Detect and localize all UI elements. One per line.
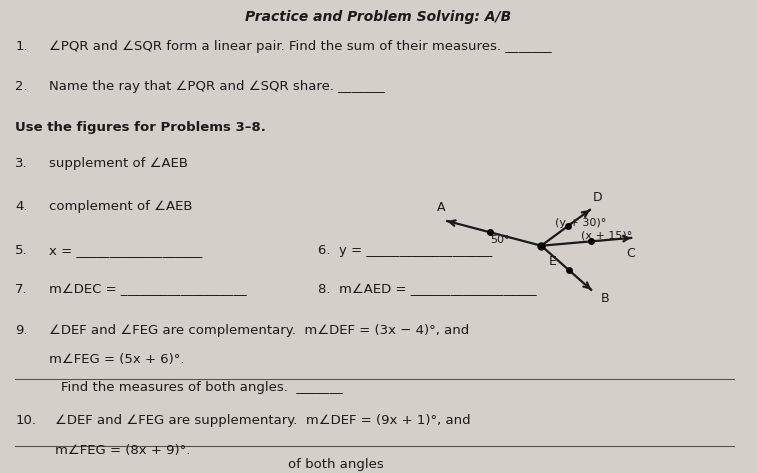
Text: 8.  m∠AED = ___________________: 8. m∠AED = ___________________ bbox=[318, 283, 537, 296]
Text: supplement of ∠AEB: supplement of ∠AEB bbox=[49, 157, 188, 170]
Text: (y + 30)°: (y + 30)° bbox=[555, 218, 606, 228]
Text: 5.: 5. bbox=[15, 244, 28, 257]
Text: m∠FEG = (8x + 9)°.: m∠FEG = (8x + 9)°. bbox=[55, 444, 190, 456]
Text: Find the measures of both angles.  _______: Find the measures of both angles. ______… bbox=[61, 381, 342, 394]
Text: 7.: 7. bbox=[15, 283, 28, 296]
Text: 4.: 4. bbox=[15, 200, 28, 213]
Text: m∠FEG = (5x + 6)°.: m∠FEG = (5x + 6)°. bbox=[49, 353, 185, 367]
Text: Practice and Problem Solving: A/B: Practice and Problem Solving: A/B bbox=[245, 10, 512, 24]
Text: A: A bbox=[437, 201, 445, 214]
Text: ∠DEF and ∠FEG are supplementary.  m∠DEF = (9x + 1)°, and: ∠DEF and ∠FEG are supplementary. m∠DEF =… bbox=[55, 414, 470, 427]
Text: 1.: 1. bbox=[15, 40, 28, 53]
Text: m∠DEC = ___________________: m∠DEC = ___________________ bbox=[49, 283, 247, 296]
Text: ∠PQR and ∠SQR form a linear pair. Find the sum of their measures. _______: ∠PQR and ∠SQR form a linear pair. Find t… bbox=[49, 40, 552, 53]
Text: Use the figures for Problems 3–8.: Use the figures for Problems 3–8. bbox=[15, 121, 266, 134]
Text: ∠DEF and ∠FEG are complementary.  m∠DEF = (3x − 4)°, and: ∠DEF and ∠FEG are complementary. m∠DEF =… bbox=[49, 324, 469, 337]
Text: B: B bbox=[600, 292, 609, 305]
Text: Name the ray that ∠PQR and ∠SQR share. _______: Name the ray that ∠PQR and ∠SQR share. _… bbox=[49, 80, 385, 94]
Text: E: E bbox=[549, 255, 556, 268]
Text: 6.  y = ___________________: 6. y = ___________________ bbox=[318, 244, 492, 257]
Text: D: D bbox=[593, 191, 603, 204]
Text: 2.: 2. bbox=[15, 80, 28, 94]
Text: 10.: 10. bbox=[15, 414, 36, 427]
Text: x = ___________________: x = ___________________ bbox=[49, 244, 202, 257]
Text: 9.: 9. bbox=[15, 324, 28, 337]
Text: of both angles: of both angles bbox=[288, 458, 383, 471]
Text: 3.: 3. bbox=[15, 157, 28, 170]
Text: (x + 15)°: (x + 15)° bbox=[581, 230, 632, 240]
Text: C: C bbox=[626, 247, 635, 260]
Text: complement of ∠AEB: complement of ∠AEB bbox=[49, 200, 193, 213]
Text: 50°: 50° bbox=[490, 235, 509, 245]
